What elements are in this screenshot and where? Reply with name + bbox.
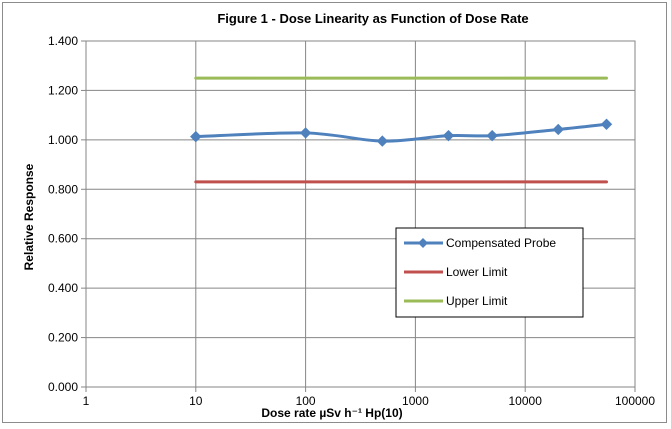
chart-title: Figure 1 - Dose Linearity as Function of…	[217, 11, 528, 26]
legend: Compensated Probe Lower Limit Upper Limit	[395, 227, 584, 318]
compensated-probe-line	[194, 122, 608, 143]
x-tick-label: 10	[189, 394, 203, 408]
x-tick-label: 1000	[402, 394, 429, 408]
legend-marker-compensated-probe	[418, 238, 428, 248]
legend-label-compensated-probe: Compensated Probe	[446, 236, 556, 250]
gridlines	[85, 40, 636, 388]
series-layer	[190, 76, 613, 184]
chart-area: Figure 1 - Dose Linearity as Function of…	[2, 2, 667, 423]
compensated-probe-point	[442, 129, 455, 142]
x-tick-label: 10000	[509, 394, 543, 408]
compensated-probe-point	[299, 127, 312, 139]
x-axis-ticks: 1 10 100 1000 10000 100000	[83, 387, 655, 408]
legend-label-upper-limit: Upper Limit	[446, 294, 508, 308]
legend-label-lower-limit: Lower Limit	[446, 265, 508, 279]
compensated-probe-point	[190, 130, 202, 143]
compensated-probe-point	[376, 135, 389, 147]
y-tick-label: 0.000	[48, 380, 78, 394]
y-tick-label: 0.200	[48, 331, 78, 345]
x-tick-label: 100000	[615, 394, 655, 408]
plot-border	[85, 40, 636, 388]
x-tick-label: 1	[83, 394, 90, 408]
x-axis-label: Dose rate µSv h⁻¹ Hp(10)	[261, 406, 402, 420]
y-tick-label: 0.800	[48, 182, 78, 196]
compensated-probe-point	[552, 123, 564, 136]
y-tick-label: 0.600	[48, 232, 78, 246]
y-tick-label: 1.000	[48, 133, 78, 147]
y-tick-label: 1.200	[48, 83, 78, 97]
y-axis-ticks: 0.000 0.200 0.400 0.600 0.800 1.000 1.200 1.400	[48, 34, 86, 394]
y-tick-label: 1.400	[48, 34, 78, 48]
y-tick-label: 0.400	[48, 281, 78, 295]
x-tick-label: 100	[296, 394, 316, 408]
compensated-probe-point	[486, 129, 498, 142]
compensated-probe-point	[600, 118, 613, 130]
y-axis-label: Relative Response	[22, 163, 36, 270]
dose-linearity-chart: Figure 1 - Dose Linearity as Function of…	[22, 11, 655, 420]
